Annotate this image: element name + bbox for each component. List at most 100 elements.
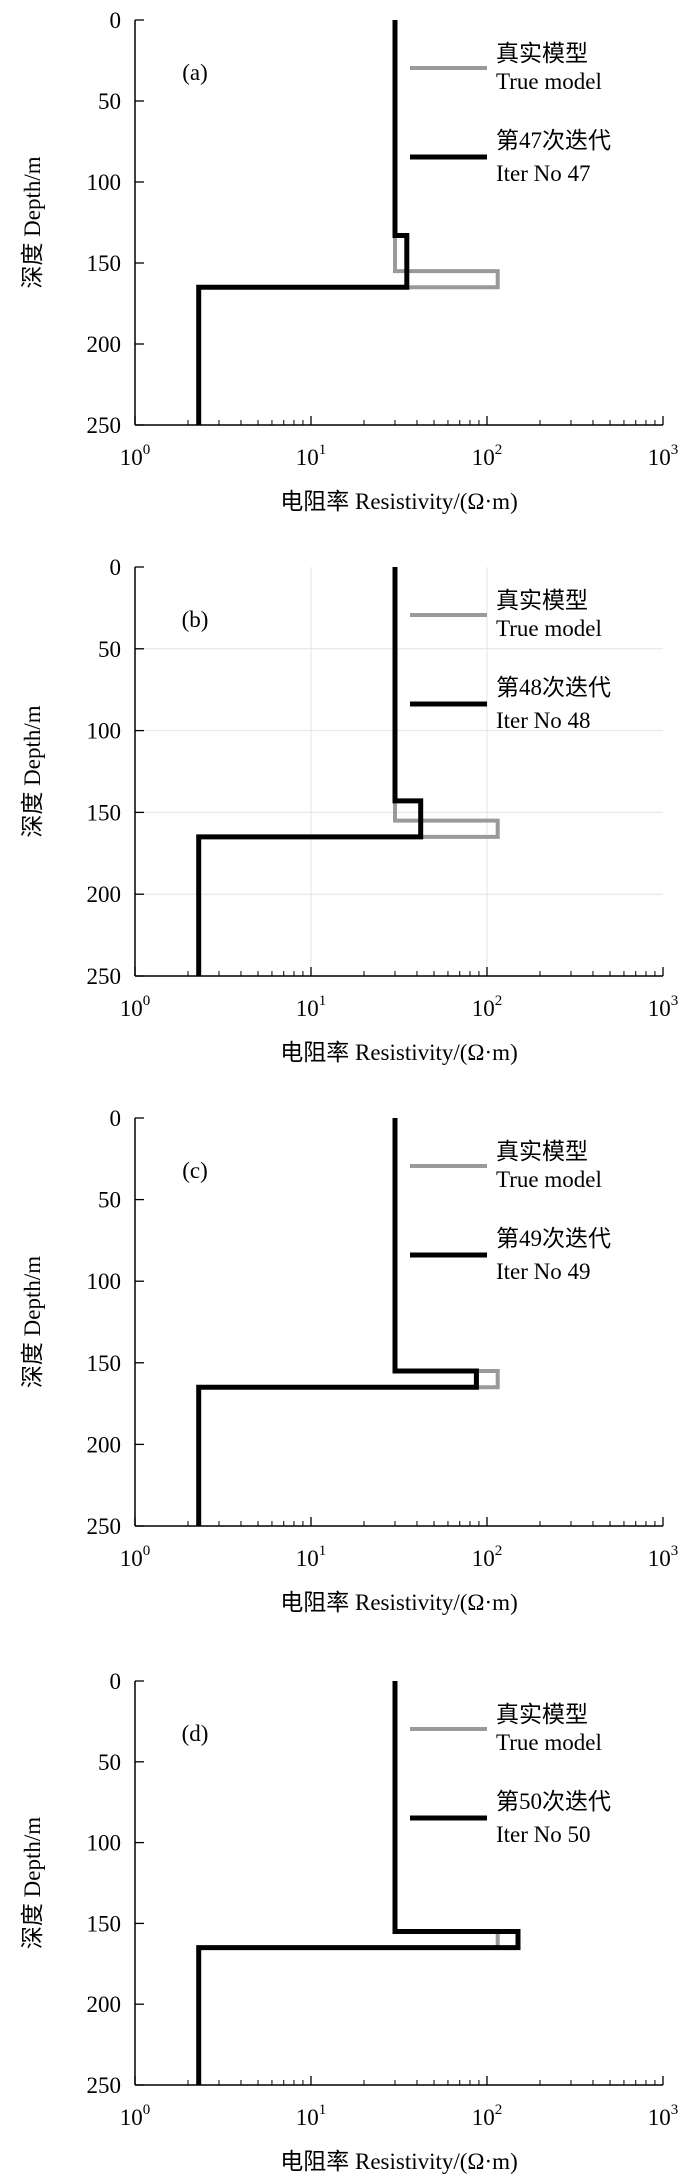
x-tick-label-base: 10 bbox=[472, 1546, 495, 1571]
x-tick-label: 101 bbox=[296, 2102, 327, 2130]
y-axis-label: 深度 Depth/m bbox=[20, 156, 45, 288]
legend-label: 真实模型 bbox=[496, 1702, 588, 1727]
y-tick-label: 200 bbox=[87, 332, 122, 357]
x-axis-label: 电阻率 Resistivity/(Ω·m) bbox=[280, 1590, 518, 1615]
panel-label: (b) bbox=[182, 607, 209, 632]
x-tick-label-base: 10 bbox=[648, 445, 671, 470]
x-tick-label-base: 10 bbox=[648, 996, 671, 1021]
x-tick-label-base: 10 bbox=[472, 445, 495, 470]
x-tick-label-exponent: 3 bbox=[671, 442, 679, 458]
x-tick-label-base: 10 bbox=[296, 2105, 319, 2130]
x-tick-label-exponent: 0 bbox=[143, 2102, 151, 2118]
legend-item-2: 第49次迭代 Iter No 49 bbox=[410, 1226, 611, 1284]
legend-label: True model bbox=[496, 69, 602, 94]
x-tick-label: 101 bbox=[296, 1543, 327, 1571]
x-tick-label: 103 bbox=[648, 2102, 679, 2130]
y-tick-label: 100 bbox=[87, 719, 122, 744]
x-tick-label-exponent: 2 bbox=[495, 2102, 503, 2118]
x-tick-label: 101 bbox=[296, 442, 327, 470]
x-tick-label: 102 bbox=[472, 993, 503, 1021]
x-tick-label-exponent: 1 bbox=[319, 2102, 327, 2118]
legend: 真实模型 True model 第50次迭代 Iter No 50 bbox=[410, 1702, 611, 1847]
x-tick-label-exponent: 3 bbox=[671, 993, 679, 1009]
series-line-1 bbox=[196, 20, 500, 425]
y-tick-label: 100 bbox=[87, 1831, 122, 1856]
y-tick-label: 50 bbox=[98, 637, 121, 662]
series-line-2 bbox=[196, 567, 424, 976]
x-tick-label: 103 bbox=[648, 442, 679, 470]
x-tick-label-exponent: 2 bbox=[495, 993, 503, 1009]
x-tick-label-base: 10 bbox=[648, 2105, 671, 2130]
series-line-1 bbox=[196, 1118, 500, 1526]
y-tick-label: 250 bbox=[87, 964, 122, 989]
series-line-2 bbox=[196, 20, 410, 425]
x-tick-label-exponent: 0 bbox=[143, 1543, 151, 1559]
x-axis-label: 电阻率 Resistivity/(Ω·m) bbox=[280, 1040, 518, 1065]
x-tick-label: 100 bbox=[120, 2102, 151, 2130]
legend-item-1: 真实模型 True model bbox=[410, 41, 602, 94]
x-tick-label: 100 bbox=[120, 993, 151, 1021]
x-tick-label-exponent: 1 bbox=[319, 1543, 327, 1559]
legend-label: 第48次迭代 bbox=[496, 675, 611, 700]
x-tick-label-base: 10 bbox=[120, 996, 143, 1021]
panel-label: (a) bbox=[182, 60, 208, 85]
y-tick-label: 50 bbox=[98, 1750, 121, 1775]
x-tick-label-base: 10 bbox=[648, 1546, 671, 1571]
legend-label: True model bbox=[496, 616, 602, 641]
x-tick-label-base: 10 bbox=[296, 445, 319, 470]
series-line-1 bbox=[196, 567, 500, 976]
y-tick-label: 50 bbox=[98, 1188, 121, 1213]
x-tick-label: 103 bbox=[648, 993, 679, 1021]
x-tick-label-exponent: 0 bbox=[143, 442, 151, 458]
x-tick-label-base: 10 bbox=[296, 996, 319, 1021]
y-axis-label: 深度 Depth/m bbox=[20, 1256, 45, 1388]
legend-label: 真实模型 bbox=[496, 1139, 588, 1164]
x-tick-label-base: 10 bbox=[120, 1546, 143, 1571]
y-tick-label: 150 bbox=[87, 1911, 122, 1936]
legend-item-1: 真实模型 True model bbox=[410, 1139, 602, 1192]
x-tick-label: 103 bbox=[648, 1543, 679, 1571]
x-tick-label-base: 10 bbox=[472, 2105, 495, 2130]
y-tick-label: 250 bbox=[87, 413, 122, 438]
y-tick-label: 0 bbox=[110, 1106, 122, 1131]
y-axis-label: 深度 Depth/m bbox=[20, 705, 45, 837]
y-tick-label: 200 bbox=[87, 1992, 122, 2017]
y-tick-label: 0 bbox=[110, 1669, 122, 1694]
y-tick-label: 200 bbox=[87, 1432, 122, 1457]
panel-label: (c) bbox=[182, 1158, 208, 1183]
x-tick-label: 102 bbox=[472, 1543, 503, 1571]
legend-item-2: 第48次迭代 Iter No 48 bbox=[410, 675, 611, 733]
x-tick-label-base: 10 bbox=[120, 2105, 143, 2130]
grid bbox=[135, 567, 663, 976]
x-tick-label: 102 bbox=[472, 442, 503, 470]
x-tick-label: 102 bbox=[472, 2102, 503, 2130]
x-tick-label-exponent: 1 bbox=[319, 442, 327, 458]
x-axis-label: 电阻率 Resistivity/(Ω·m) bbox=[280, 489, 518, 514]
x-tick-label: 100 bbox=[120, 442, 151, 470]
legend-item-2: 第50次迭代 Iter No 50 bbox=[410, 1789, 611, 1847]
y-axis-label: 深度 Depth/m bbox=[20, 1817, 45, 1949]
legend-item-1: 真实模型 True model bbox=[410, 1702, 602, 1755]
y-tick-label: 100 bbox=[87, 170, 122, 195]
x-tick-label-exponent: 2 bbox=[495, 1543, 503, 1559]
y-tick-label: 50 bbox=[98, 89, 121, 114]
legend-label: 第50次迭代 bbox=[496, 1789, 611, 1814]
legend-item-1: 真实模型 True model bbox=[410, 588, 602, 641]
y-tick-label: 250 bbox=[87, 2073, 122, 2098]
legend-label: 真实模型 bbox=[496, 588, 588, 613]
legend-label: True model bbox=[496, 1730, 602, 1755]
y-tick-label: 150 bbox=[87, 1351, 122, 1376]
y-tick-label: 200 bbox=[87, 882, 122, 907]
series-line-1 bbox=[196, 1681, 500, 2085]
legend-label: Iter No 50 bbox=[496, 1822, 591, 1847]
legend: 真实模型 True model 第48次迭代 Iter No 48 bbox=[410, 588, 611, 733]
x-tick-label-base: 10 bbox=[120, 445, 143, 470]
legend-label: True model bbox=[496, 1167, 602, 1192]
x-tick-label-exponent: 2 bbox=[495, 442, 503, 458]
series-line-2 bbox=[196, 1681, 521, 2085]
